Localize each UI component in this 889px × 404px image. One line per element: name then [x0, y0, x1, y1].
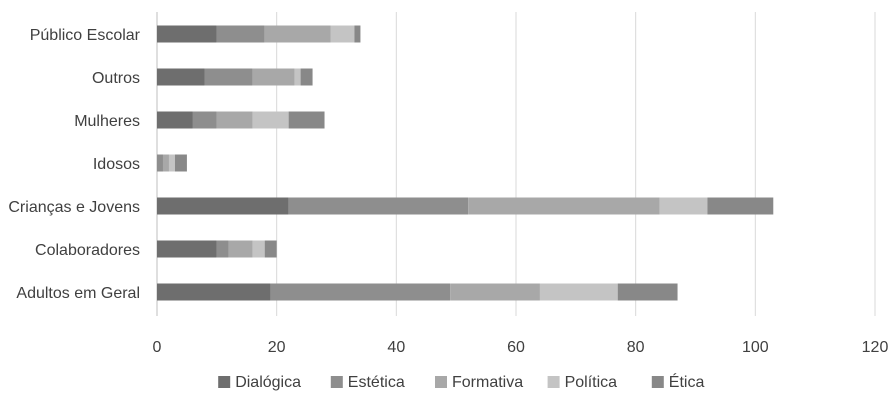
category-label: Outros	[92, 70, 140, 87]
bar-segment	[468, 197, 660, 215]
bar-segment	[157, 25, 217, 43]
bar-segment	[168, 154, 175, 172]
category-label: Idosos	[93, 156, 140, 173]
bar-segment	[174, 154, 187, 172]
bar-segment	[707, 197, 774, 215]
bar-segment	[264, 25, 331, 43]
legend-swatch	[330, 376, 343, 388]
bar-segment	[617, 283, 678, 301]
bar-segment	[228, 240, 253, 258]
bar-segment	[162, 154, 169, 172]
bar-segment	[330, 25, 355, 43]
bar-segment	[204, 68, 253, 86]
bar-segment	[270, 283, 451, 301]
bar-segment	[354, 25, 361, 43]
bar-segment	[216, 240, 229, 258]
legend-label: Ética	[669, 372, 705, 391]
legend: Dialógica Estética Formativa Política Ética	[218, 372, 704, 391]
category-label: Mulheres	[74, 113, 140, 130]
x-tick-label: 120	[862, 339, 889, 356]
bar-segment	[157, 283, 271, 301]
legend-swatch	[435, 376, 447, 388]
category-label: Crianças e Jovens	[8, 199, 140, 216]
legend-swatch	[651, 376, 664, 388]
bar-segment	[288, 111, 325, 129]
legend-label: Dialógica	[235, 374, 301, 391]
x-tick-label: 80	[627, 339, 645, 356]
bar-segment	[264, 240, 277, 258]
category-label: Público Escolar	[30, 27, 141, 44]
bar-segment	[157, 240, 217, 258]
category-labels: Público Escolar Outros Mulheres Idosos Crian…	[8, 27, 140, 302]
bar-segment	[252, 111, 289, 129]
legend-label: Política	[565, 374, 618, 391]
bar-segment	[288, 197, 469, 215]
bar-segment	[300, 68, 313, 86]
gridlines	[156, 12, 876, 316]
x-tick-label: 0	[153, 339, 162, 356]
x-tick-label: 100	[742, 339, 769, 356]
bar-segment	[157, 154, 163, 172]
bars	[157, 25, 774, 301]
bar-segment	[157, 111, 193, 129]
category-label: Colaboradores	[35, 242, 140, 259]
x-tick-labels: 0 20 40 60 80 100 120	[153, 339, 889, 356]
bar-segment	[157, 197, 289, 215]
bar-segment	[216, 111, 253, 129]
bar-segment	[539, 283, 618, 301]
bar-segment	[659, 197, 708, 215]
x-tick-label: 60	[507, 339, 525, 356]
legend-swatch	[218, 376, 231, 388]
legend-label: Formativa	[452, 374, 523, 391]
bar-segment	[450, 283, 540, 301]
legend-label: Estética	[348, 374, 405, 391]
x-tick-label: 40	[387, 339, 405, 356]
x-tick-label: 20	[268, 339, 286, 356]
bar-segment	[294, 68, 301, 86]
bar-segment	[157, 68, 205, 86]
bar-segment	[252, 68, 295, 86]
legend-swatch	[547, 376, 560, 388]
category-label: Adultos em Geral	[16, 285, 140, 302]
bar-segment	[192, 111, 217, 129]
bar-segment	[216, 25, 265, 43]
bar-segment	[252, 240, 265, 258]
